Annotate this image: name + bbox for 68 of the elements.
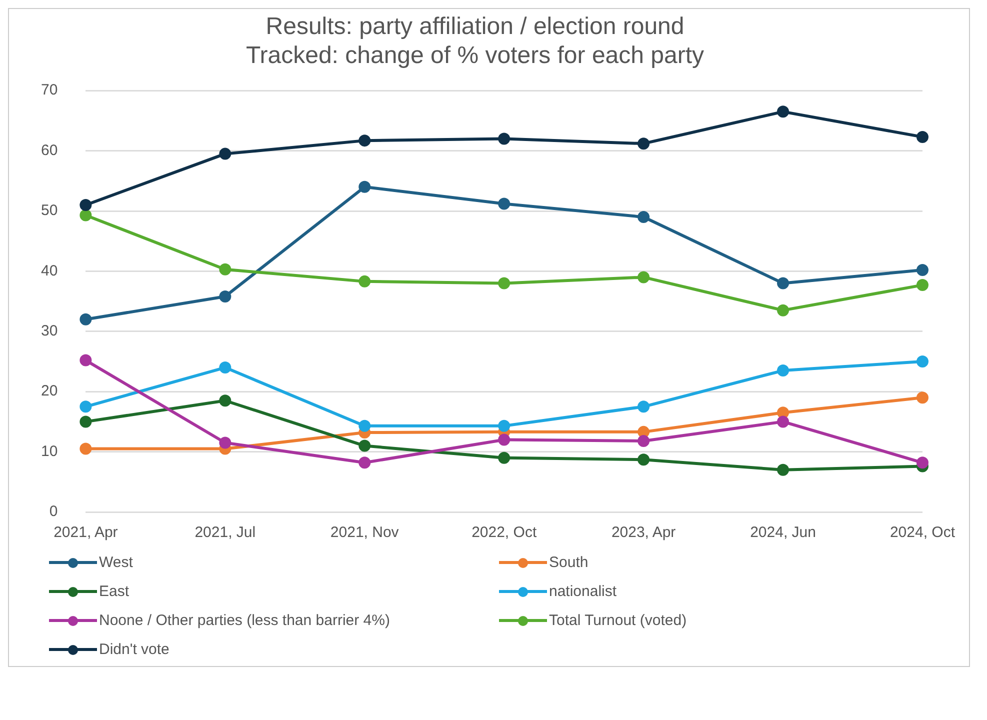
point <box>358 420 371 432</box>
point <box>777 464 790 476</box>
point <box>638 400 650 413</box>
y-tick-label: 50 <box>40 202 58 220</box>
point <box>638 454 650 466</box>
point <box>219 394 232 407</box>
point <box>498 277 510 290</box>
point <box>498 198 510 210</box>
point <box>638 138 650 150</box>
legend-label: South <box>549 554 588 571</box>
point <box>358 275 371 288</box>
x-tick-label: 2024, Jun <box>750 524 816 542</box>
point <box>777 416 790 428</box>
x-tick-label: 2023, Apr <box>611 524 676 542</box>
point <box>638 271 650 284</box>
point <box>777 106 790 118</box>
point <box>498 452 510 464</box>
chart-title: Results: party affiliation / election round Tracked: change of % voters for each party <box>246 13 704 69</box>
y-tick-label: 20 <box>40 382 58 400</box>
point <box>498 420 510 432</box>
point <box>80 313 92 326</box>
point <box>80 209 92 222</box>
x-tick-label: 2021, Nov <box>330 524 400 542</box>
point <box>916 279 928 292</box>
point <box>916 264 928 276</box>
legend-label: East <box>99 583 130 600</box>
y-tick-label: 70 <box>40 82 58 99</box>
x-tick-label: 2021, Jul <box>194 524 256 542</box>
y-tick-label: 60 <box>40 142 58 159</box>
legend-label: Noone / Other parties (less than barrier 4%) <box>99 612 390 629</box>
point <box>638 434 650 447</box>
point <box>916 356 928 368</box>
point <box>638 211 650 224</box>
legend-label: Total Turnout (voted) <box>549 612 687 629</box>
point <box>358 456 371 469</box>
point <box>219 148 232 160</box>
x-tick-label: 2024, Oct <box>890 524 956 542</box>
point <box>219 290 232 302</box>
point <box>777 277 790 290</box>
y-tick-label: 10 <box>40 442 58 460</box>
legend-label: nationalist <box>549 583 617 600</box>
y-tick-label: 40 <box>40 262 58 280</box>
point <box>80 198 92 211</box>
point <box>219 362 232 374</box>
point <box>80 400 92 413</box>
point <box>498 132 510 145</box>
y-tick-label: 30 <box>40 322 58 340</box>
x-tick-label: 2021, Apr <box>54 524 118 542</box>
point <box>219 436 232 449</box>
x-tick-label: 2022, Oct <box>472 524 538 542</box>
point <box>358 134 371 147</box>
legend-label: Didn't vote <box>99 641 170 658</box>
legend-label: West <box>99 554 133 571</box>
point <box>777 304 790 316</box>
point <box>80 354 92 366</box>
point <box>219 263 232 276</box>
point <box>498 434 510 446</box>
point <box>916 392 928 404</box>
point <box>358 440 371 452</box>
point <box>80 442 92 455</box>
point <box>916 456 928 469</box>
y-tick-label: 0 <box>49 503 58 520</box>
point <box>358 180 371 193</box>
point <box>916 130 928 143</box>
point <box>777 364 790 377</box>
point <box>80 416 92 428</box>
point <box>638 426 650 438</box>
point <box>777 406 790 419</box>
